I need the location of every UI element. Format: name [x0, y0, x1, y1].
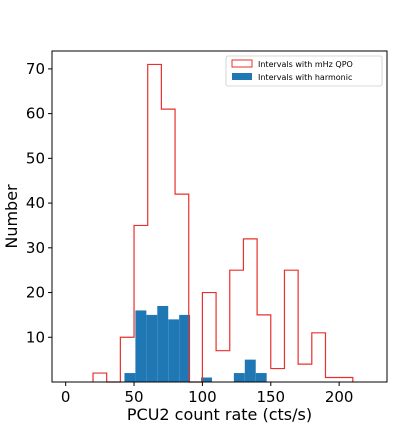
x-tick-label: 0: [61, 388, 71, 406]
harmonic-bar-9: [255, 373, 267, 382]
harmonic-bar-2: [146, 314, 158, 382]
harmonic-bar-3: [157, 305, 169, 382]
harmonic-bar-8: [244, 359, 256, 382]
x-tick-label: 100: [188, 388, 217, 406]
harmonic-bar-6: [201, 377, 212, 382]
legend-frame: [225, 55, 383, 87]
harmonic-bar-1: [135, 310, 147, 382]
x-tick-label: 150: [256, 388, 285, 406]
axes-frame: [51, 50, 388, 383]
x-tick-label: 50: [124, 388, 143, 406]
y-tick-label: 20: [26, 284, 45, 302]
y-tick-label: 10: [26, 328, 45, 346]
legend-swatch-qpo: [231, 59, 253, 68]
legend-label-harmonic: Intervals with harmonic: [258, 73, 352, 82]
qpo-step-line: [92, 63, 354, 383]
x-tick-label: 200: [325, 388, 354, 406]
legend-swatch-harmonic: [232, 73, 252, 80]
tick-layer: 0 50 100 150 200 10 20 30 40 50 60 70: [26, 60, 354, 406]
harmonic-bar-0: [124, 373, 136, 382]
y-tick-label: 30: [26, 239, 45, 257]
y-tick-label: 60: [26, 105, 45, 123]
plot-area: [51, 50, 388, 383]
harmonic-bar-5: [179, 314, 191, 382]
y-tick-label: 50: [26, 149, 45, 167]
x-axis-label: PCU2 count rate (cts/s): [127, 405, 312, 424]
y-tick-label: 70: [26, 60, 45, 78]
harmonic-bar-7: [233, 373, 245, 382]
legend: Intervals with mHz QPO Intervals with ha…: [225, 55, 383, 87]
legend-label-qpo: Intervals with mHz QPO: [258, 60, 353, 69]
y-tick-label: 40: [26, 194, 45, 212]
harmonic-bar-4: [168, 319, 180, 382]
y-axis-label: Number: [2, 184, 21, 249]
